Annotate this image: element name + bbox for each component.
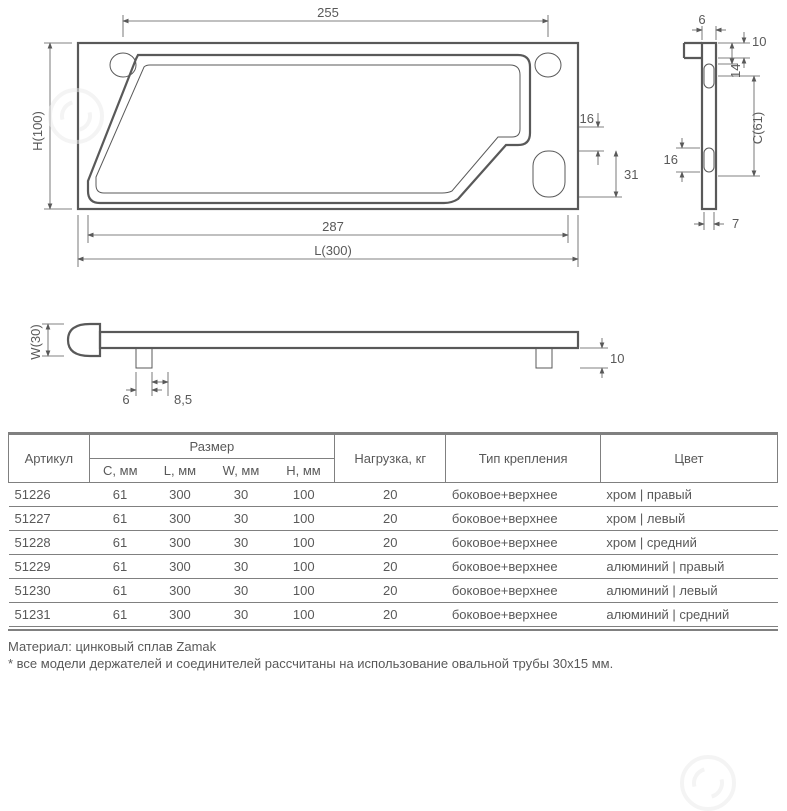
th-mount: Тип крепления: [446, 434, 601, 483]
th-color: Цвет: [600, 434, 777, 483]
watermark-icon: [680, 755, 736, 811]
spec-table: Артикул Размер Нагрузка, кг Тип креплени…: [8, 432, 778, 627]
th-l: L, мм: [151, 459, 209, 483]
dim-7: 7: [732, 216, 739, 231]
dim-6bot: 6: [122, 392, 129, 407]
dim-W: W(30): [28, 324, 43, 359]
dim-6side: 6: [698, 12, 705, 27]
dim-10bot: 10: [610, 351, 624, 366]
footnotes: Материал: цинковый сплав Zamak * все мод…: [8, 629, 778, 671]
dim-16b: 16: [664, 152, 678, 167]
th-h: H, мм: [273, 459, 335, 483]
th-load: Нагрузка, кг: [335, 434, 446, 483]
table-row: 51231613003010020боковое+верхнееалюминий…: [9, 603, 778, 627]
table-body: 51226613003010020боковое+верхнеехром | п…: [9, 483, 778, 627]
table-row: 51227613003010020боковое+верхнеехром | л…: [9, 507, 778, 531]
note-material: Материал: цинковый сплав Zamak: [8, 639, 778, 654]
dim-C: C(61): [750, 112, 765, 145]
dim-10top: 10: [752, 34, 766, 49]
table-row: 51230613003010020боковое+верхнееалюминий…: [9, 579, 778, 603]
th-size: Размер: [89, 434, 334, 459]
table-row: 51226613003010020боковое+верхнеехром | п…: [9, 483, 778, 507]
technical-drawings: 255 H(100) 287 L(300) 16 31: [8, 8, 778, 428]
dim-L: L(300): [314, 243, 352, 258]
th-art: Артикул: [9, 434, 90, 483]
th-c: C, мм: [89, 459, 151, 483]
dim-16a: 16: [580, 111, 594, 126]
table-row: 51229613003010020боковое+верхнееалюминий…: [9, 555, 778, 579]
dim-287: 287: [322, 219, 344, 234]
note-footnote: * все модели держателей и соединителей р…: [8, 656, 778, 671]
watermark-icon: [48, 88, 104, 144]
table-row: 51228613003010020боковое+верхнеехром | с…: [9, 531, 778, 555]
dim-85: 8,5: [174, 392, 192, 407]
dim-31: 31: [624, 167, 638, 182]
th-w: W, мм: [209, 459, 273, 483]
drawing-svg: 255 H(100) 287 L(300) 16 31: [8, 8, 778, 428]
dim-H: H(100): [30, 111, 45, 151]
dim-255: 255: [317, 8, 339, 20]
